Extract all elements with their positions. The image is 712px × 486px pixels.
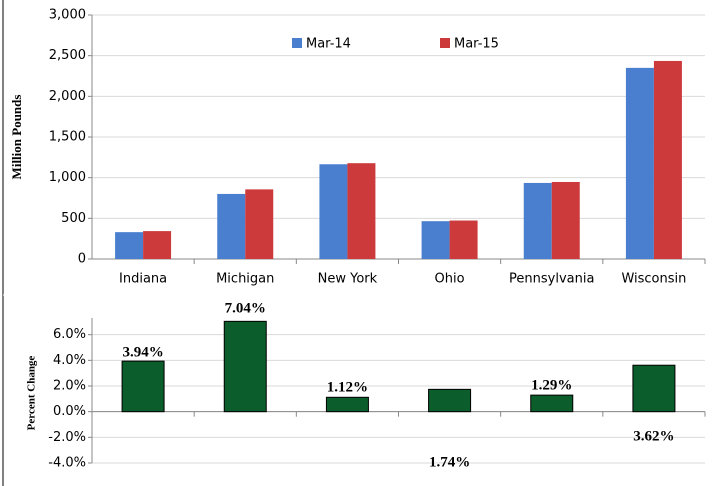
x-tick-label: Michigan (216, 272, 274, 287)
bar (121, 360, 165, 413)
y-tick-label: 1,500 (49, 130, 86, 145)
bar (143, 231, 172, 259)
legend-swatch (292, 38, 302, 48)
y-tick-label: 0 (78, 252, 86, 267)
bar (449, 220, 478, 259)
x-tick-label: Indiana (119, 272, 167, 287)
bar (245, 189, 274, 259)
data-label: 3.62% (633, 428, 674, 444)
y-tick-label: 500 (61, 211, 86, 226)
bar (223, 320, 267, 413)
bar (625, 67, 654, 259)
bar (421, 221, 450, 259)
y-tick-label: 2,000 (49, 89, 86, 104)
y-tick-label: 1,000 (49, 170, 86, 185)
x-tick-label: New York (318, 272, 378, 287)
bar (523, 182, 552, 259)
legend-swatch (440, 38, 450, 48)
bar (632, 364, 676, 413)
data-label: 1.29% (531, 377, 572, 393)
data-label: 1.74% (429, 454, 470, 470)
data-label: 3.94% (122, 344, 163, 360)
y-tick-label: 6.0% (53, 327, 86, 342)
x-tick-label: Pennsylvania (509, 272, 594, 287)
bar (347, 163, 376, 259)
legend-label: Mar-14 (306, 37, 351, 52)
y-tick-label: 3,000 (49, 8, 86, 23)
bar (653, 60, 682, 259)
y-tick-label: 2,500 (49, 48, 86, 63)
y-axis-label: Percent Change (26, 356, 38, 431)
bar (325, 396, 369, 413)
y-tick-label: 2.0% (53, 379, 86, 394)
bar (217, 193, 246, 259)
legend-label: Mar-15 (454, 37, 499, 52)
y-tick-label: 0.0% (53, 404, 86, 419)
x-tick-label: Ohio (435, 272, 465, 287)
data-label: 1.12% (327, 379, 368, 395)
bar (319, 164, 348, 259)
bar (530, 394, 574, 413)
y-tick-label: 4.0% (53, 353, 86, 368)
y-axis-label: Million Pounds (9, 95, 24, 180)
bar (428, 388, 472, 413)
bar (551, 181, 580, 259)
data-label: 7.04% (225, 300, 266, 316)
y-tick-label: -4.0% (48, 456, 86, 471)
x-tick-label: Wisconsin (621, 272, 686, 287)
bar (115, 232, 144, 259)
y-tick-label: -2.0% (48, 430, 86, 445)
